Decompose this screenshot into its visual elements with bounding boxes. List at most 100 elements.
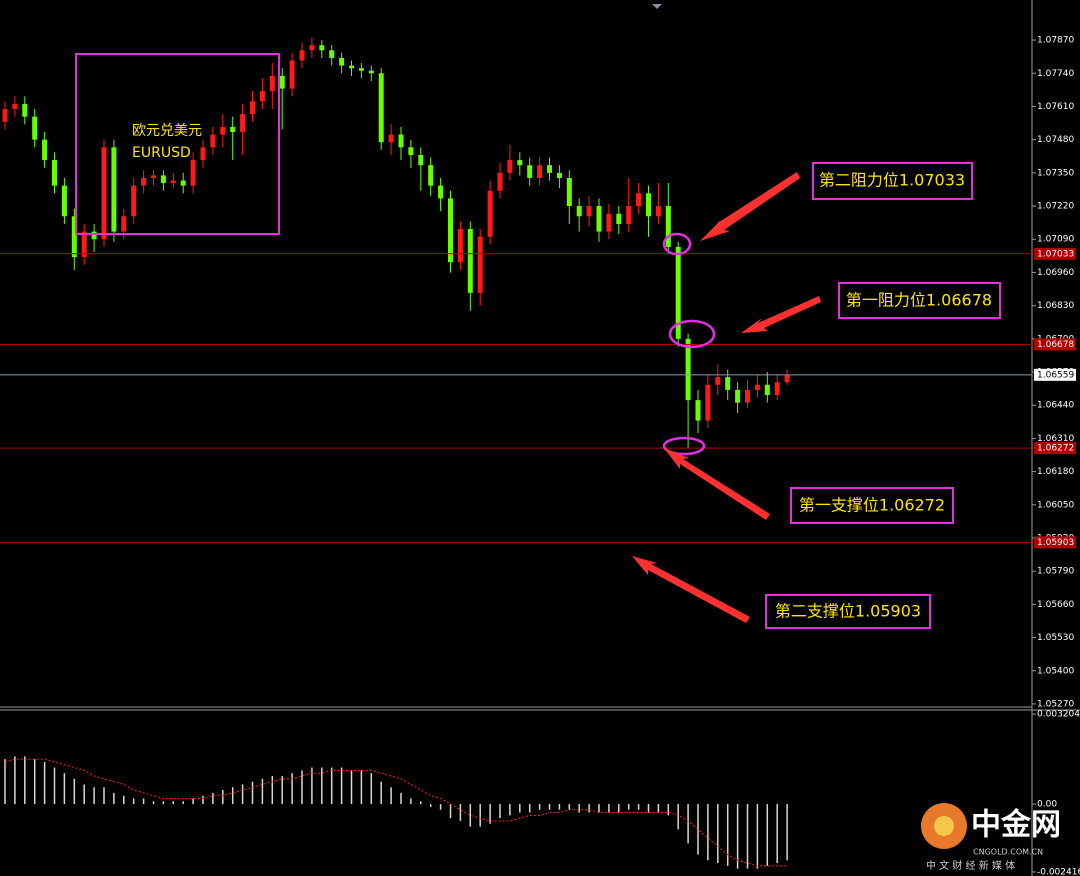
candle-body bbox=[52, 160, 57, 186]
candle-body bbox=[685, 338, 691, 401]
candle-body bbox=[61, 185, 67, 217]
candle-body bbox=[289, 60, 295, 89]
arrow bbox=[664, 448, 770, 520]
y-tick-label: 0.003204 bbox=[1037, 710, 1080, 720]
y-tick-label: 1.06180 bbox=[1037, 467, 1074, 477]
candle-body bbox=[586, 206, 592, 217]
level-box bbox=[1034, 536, 1076, 549]
candle-body bbox=[240, 114, 246, 133]
candle-body bbox=[388, 134, 394, 143]
candle-body bbox=[547, 165, 552, 173]
candle-body bbox=[368, 70, 374, 74]
y-tick-label: 1.06830 bbox=[1037, 301, 1074, 311]
signal-line bbox=[4, 758, 788, 867]
candle-body bbox=[190, 160, 196, 186]
brand-domain: CNGOLD.COM.CN bbox=[973, 848, 1043, 857]
candle-body bbox=[457, 229, 463, 263]
brand-slogan: 中 文 财 经 新 媒 体 bbox=[926, 859, 1015, 872]
level-label: 1.07033 bbox=[1037, 249, 1074, 259]
candle-body bbox=[220, 126, 226, 135]
current-price-box bbox=[1034, 368, 1076, 381]
annotation-text: EURUSD bbox=[132, 145, 191, 161]
annotation-box bbox=[838, 282, 1001, 319]
candle-body bbox=[319, 45, 325, 51]
candle-body bbox=[91, 231, 97, 240]
candle-body bbox=[151, 175, 156, 178]
level-label: 1.06678 bbox=[1037, 340, 1074, 350]
annotations: 欧元兑美元 EURUSD 第二阻力位1.07033 第一阻力位1.06678 第… bbox=[75, 53, 1001, 629]
annotation-text: 第一支撑位1.06272 bbox=[799, 496, 945, 515]
annotation-text: 第二支撑位1.05903 bbox=[775, 602, 921, 621]
candle-body bbox=[655, 206, 661, 217]
candle-body bbox=[715, 377, 721, 385]
candle-body bbox=[784, 374, 790, 383]
candle-body bbox=[398, 134, 404, 148]
y-tick-label: 1.05790 bbox=[1037, 567, 1074, 577]
y-tick-label: 1.05400 bbox=[1037, 666, 1074, 676]
candle-body bbox=[695, 400, 701, 421]
y-tick-label: 1.07740 bbox=[1037, 69, 1074, 79]
candle-body bbox=[477, 236, 483, 293]
annotation-text: 第一阻力位1.06678 bbox=[846, 291, 992, 310]
candle-body bbox=[349, 65, 354, 69]
candle-body bbox=[339, 57, 345, 66]
candle-body bbox=[596, 206, 602, 232]
candle-body bbox=[42, 139, 48, 161]
level-box bbox=[1034, 338, 1076, 351]
candle-body bbox=[81, 231, 87, 258]
level-box bbox=[1034, 442, 1076, 455]
candle-body bbox=[467, 229, 473, 293]
y-tick-label: 1.05660 bbox=[1037, 600, 1074, 610]
shift-marker bbox=[652, 4, 662, 9]
candle-body bbox=[606, 213, 612, 232]
candle-body bbox=[576, 206, 582, 217]
watermark: 中金网 CNGOLD.COM.CN 中 文 财 经 新 媒 体 bbox=[921, 803, 1061, 872]
y-tick-label: 0.00 bbox=[1037, 800, 1057, 810]
candle-body bbox=[309, 45, 315, 51]
candle-body bbox=[665, 206, 671, 247]
candle-body bbox=[230, 126, 236, 133]
arrow bbox=[632, 556, 750, 623]
candle-body bbox=[616, 213, 622, 224]
highlight-ellipse bbox=[662, 436, 706, 456]
candle-body bbox=[329, 50, 335, 58]
current-price-label: 1.06559 bbox=[1037, 370, 1074, 380]
candle-body bbox=[764, 384, 770, 396]
candle-body bbox=[378, 73, 384, 143]
annotation-text: 欧元兑美元 bbox=[132, 123, 202, 139]
indicator-panel: 0.003204 0.00 -0.002416 bbox=[4, 710, 1080, 876]
candle-body bbox=[279, 75, 285, 89]
candle-body bbox=[725, 377, 731, 390]
candle-body bbox=[160, 175, 166, 184]
candle-body bbox=[200, 147, 206, 161]
candle-body bbox=[170, 180, 176, 184]
y-tick-label: 1.06310 bbox=[1037, 434, 1074, 444]
y-tick-label: 1.05270 bbox=[1037, 699, 1074, 709]
candle-body bbox=[428, 165, 434, 186]
candle-body bbox=[675, 246, 681, 339]
candle-body bbox=[408, 147, 414, 155]
candle-body bbox=[141, 177, 147, 186]
level-label: 1.06272 bbox=[1037, 444, 1074, 454]
y-tick-label: -0.002416 bbox=[1037, 867, 1080, 876]
y-tick-label: 1.05530 bbox=[1037, 633, 1074, 643]
candle-body bbox=[131, 185, 137, 217]
y-tick-label: 1.06440 bbox=[1037, 401, 1074, 411]
candle-body bbox=[507, 160, 513, 173]
candle-body bbox=[438, 185, 444, 199]
level-label: 1.05903 bbox=[1037, 538, 1074, 548]
candle-body bbox=[2, 109, 8, 122]
y-tick-label: 1.07350 bbox=[1037, 168, 1074, 178]
highlight-ellipse bbox=[668, 319, 716, 349]
candle-body bbox=[754, 384, 760, 390]
candle-body bbox=[418, 154, 424, 166]
candle-body bbox=[71, 216, 77, 258]
price-panel: 1.07870 1.07740 1.07610 1.07480 1.07350 1.072… bbox=[0, 36, 1076, 709]
level-box bbox=[1034, 247, 1076, 260]
candle-body bbox=[774, 382, 780, 396]
candle-body bbox=[448, 198, 453, 263]
candle-body bbox=[487, 190, 493, 237]
candle-body bbox=[497, 172, 503, 191]
